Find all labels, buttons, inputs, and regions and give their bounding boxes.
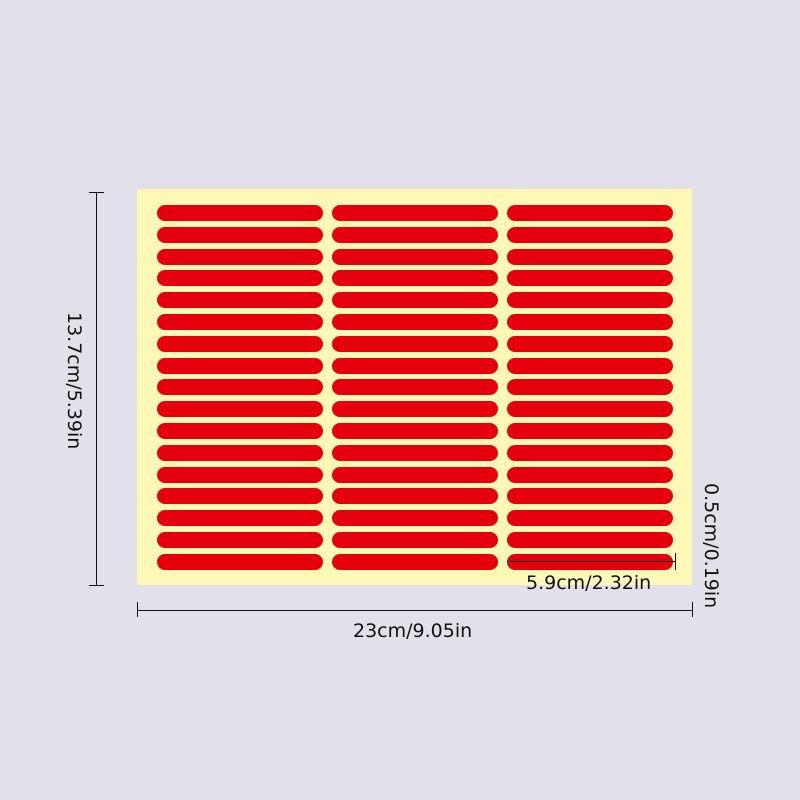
sticker-strip [507, 270, 673, 287]
width-dimension-tick-left [137, 602, 138, 617]
sticker-strip [157, 205, 323, 221]
sticker-strip [157, 423, 323, 439]
sticker-strip [157, 270, 323, 287]
sticker-strip [332, 444, 498, 461]
sticker-strip [332, 314, 498, 330]
sticker-strip [507, 532, 673, 548]
sticker-strip [157, 248, 323, 265]
sticker-strip [507, 423, 673, 439]
sticker-strip [507, 248, 673, 265]
sticker-strip [332, 226, 498, 243]
sticker-strip [332, 379, 498, 396]
sticker-strip [332, 553, 498, 570]
sticker-strip [157, 510, 323, 527]
sticker-strip [332, 270, 498, 287]
sticker-strip [507, 357, 673, 374]
sticker-strip [157, 226, 323, 243]
sticker-strip [332, 357, 498, 374]
height-dimension-tick-top [89, 192, 104, 193]
sticker-strip [332, 401, 498, 418]
sticker-sheet [137, 189, 692, 585]
sticker-strip [157, 292, 323, 309]
sticker-length-label: 5.9cm/2.32in [526, 572, 652, 594]
sticker-strip [507, 510, 673, 527]
sticker-strip [332, 532, 498, 548]
sticker-strip [157, 466, 323, 483]
height-label: 13.7cm/5.39in [63, 312, 85, 450]
sticker-length-line [507, 561, 675, 562]
sticker-strip [332, 248, 498, 265]
sticker-strip [507, 488, 673, 505]
sticker-strip [507, 466, 673, 483]
width-label: 23cm/9.05in [353, 620, 473, 642]
sticker-strip [157, 335, 323, 352]
sticker-strip [332, 488, 498, 505]
sticker-strip [157, 553, 323, 570]
sticker-strip [157, 488, 323, 505]
width-dimension-tick-right [692, 602, 693, 617]
sticker-strip [507, 379, 673, 396]
sticker-strip [157, 532, 323, 548]
sticker-strip [157, 314, 323, 330]
sticker-strip [157, 357, 323, 374]
sticker-strip [507, 314, 673, 330]
sticker-strip [507, 444, 673, 461]
sticker-strip [507, 401, 673, 418]
sticker-strip [332, 466, 498, 483]
sticker-strip [332, 423, 498, 439]
sticker-strip [157, 444, 323, 461]
sticker-strip [157, 379, 323, 396]
width-dimension-line [137, 610, 692, 611]
height-dimension-tick-bottom [89, 585, 104, 586]
sticker-width-label: 0.5cm/0.19in [700, 483, 722, 609]
height-dimension-line [96, 192, 97, 585]
sticker-strip [507, 205, 673, 221]
sticker-length-tick [675, 553, 676, 570]
sticker-strip [157, 401, 323, 418]
sticker-strip [507, 292, 673, 309]
sticker-strip [507, 335, 673, 352]
sticker-strip [507, 226, 673, 243]
sticker-strip [332, 335, 498, 352]
sticker-strip [332, 292, 498, 309]
sticker-strip [332, 205, 498, 221]
sticker-strip [332, 510, 498, 527]
